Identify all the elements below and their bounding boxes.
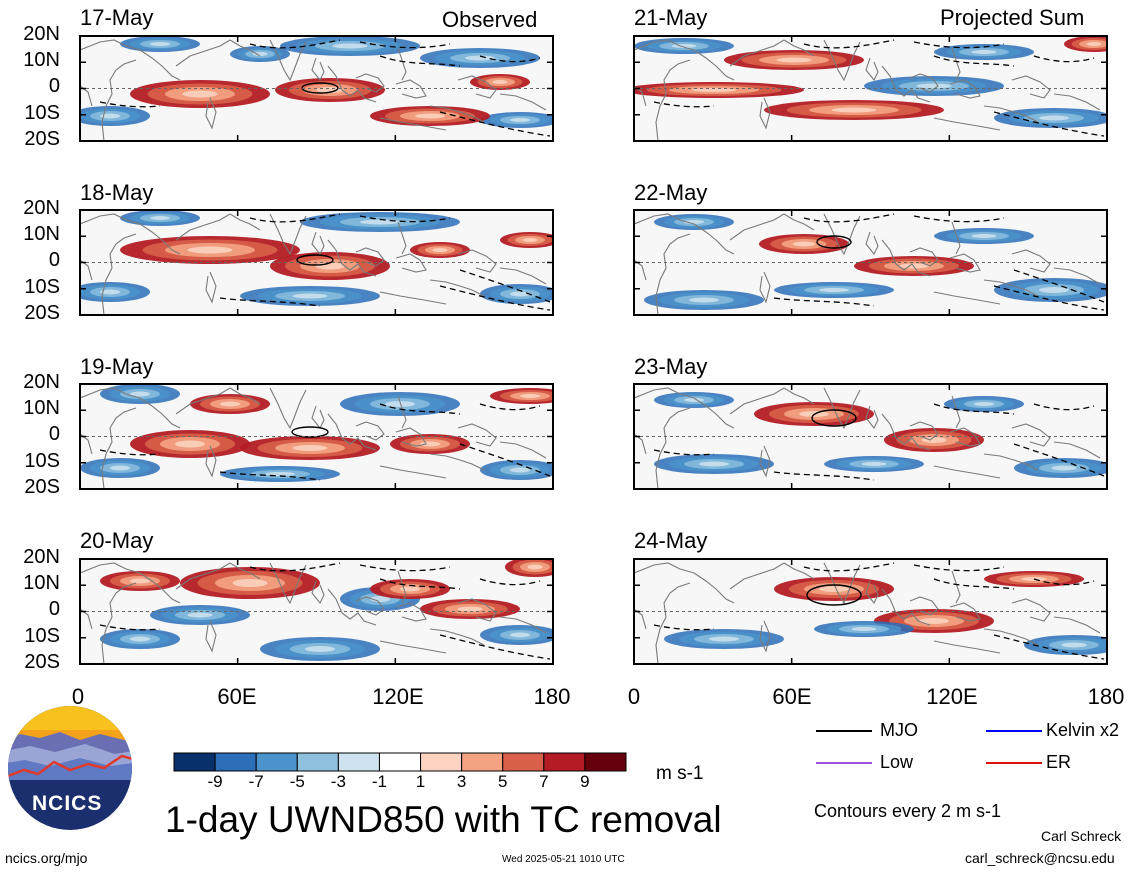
lat-label: 20S xyxy=(24,301,60,324)
map-panel xyxy=(79,383,554,490)
map-panel xyxy=(633,383,1108,490)
lat-label: 10N xyxy=(23,572,60,595)
colorbar-swatch xyxy=(296,752,339,772)
date-label: 22-May xyxy=(634,180,708,205)
map-panel xyxy=(79,35,554,142)
colorbar-units: m s-1 xyxy=(656,763,704,784)
date-label: 20-May xyxy=(80,528,154,553)
lat-label: 10S xyxy=(24,449,60,472)
projected-header: Projected Sum xyxy=(940,5,1085,30)
date-label: 17-May xyxy=(80,5,154,30)
date-label: 21-May xyxy=(634,5,708,30)
colorbar-tick-label: 3 xyxy=(456,772,467,791)
lat-label: 20S xyxy=(24,650,60,673)
lat-label: 20N xyxy=(23,23,60,45)
colorbar-tick-label: 7 xyxy=(539,772,549,791)
legend-er-label: ER xyxy=(1046,752,1072,772)
lat-label: 20S xyxy=(24,475,60,498)
map-panel xyxy=(633,209,1108,316)
lat-label: 0 xyxy=(48,75,60,98)
colorbar-swatch xyxy=(378,752,422,772)
map-panel xyxy=(79,558,554,665)
colorbar-tick-label: 9 xyxy=(580,772,590,791)
date-label: 24-May xyxy=(634,528,708,553)
footer-email: carl_schreck@ncsu.edu xyxy=(965,850,1115,866)
colorbar-swatch xyxy=(337,752,380,772)
lat-label: 20N xyxy=(23,197,60,219)
observed-header: Observed xyxy=(442,7,538,32)
map-panel xyxy=(79,209,554,316)
colorbar-tick-label: -7 xyxy=(248,772,264,791)
colorbar-tick-label: 5 xyxy=(497,772,508,791)
lat-label: 10N xyxy=(23,49,60,72)
colorbar-swatch xyxy=(420,752,463,772)
lat-label: 10S xyxy=(24,624,60,647)
footer-timestamp: Wed 2025-05-21 1010 UTC xyxy=(502,854,625,865)
lat-label: 20S xyxy=(24,127,60,150)
lon-label: 0 xyxy=(627,684,641,709)
legend-low-label: Low xyxy=(880,752,914,772)
lon-label: 120E xyxy=(372,684,424,709)
lat-label: 20N xyxy=(23,371,60,393)
date-label: 18-May xyxy=(80,180,154,205)
colorbar-tick-label: -5 xyxy=(289,772,305,791)
date-label: 23-May xyxy=(634,354,708,379)
lat-label: 10S xyxy=(24,101,60,124)
colorbar-tick-label: -1 xyxy=(371,772,388,791)
lat-label: 0 xyxy=(48,598,60,621)
lat-label: 0 xyxy=(48,423,60,446)
lon-label: 60E xyxy=(772,684,812,709)
logo-text: NCICS xyxy=(32,792,103,815)
footer-url: ncics.org/mjo xyxy=(5,850,88,866)
colorbar-swatch xyxy=(461,752,504,772)
footer-author: Carl Schreck xyxy=(1041,828,1122,844)
colorbar-tick-label: -9 xyxy=(207,772,223,791)
lat-label: 10N xyxy=(23,223,60,246)
colorbar-swatch xyxy=(584,752,627,772)
lon-label: 60E xyxy=(217,684,257,709)
lat-label: 20N xyxy=(23,546,60,568)
lat-label: 10S xyxy=(24,275,60,298)
colorbar-swatch xyxy=(502,752,545,772)
lat-label: 10N xyxy=(23,397,60,420)
map-panel xyxy=(633,558,1108,665)
legend-mjo-label: MJO xyxy=(880,720,918,740)
date-label: 19-May xyxy=(80,354,154,379)
legend-kelvin-label: Kelvin x2 xyxy=(1046,720,1120,740)
map-panel xyxy=(633,35,1108,142)
contour-note: Contours every 2 m s-1 xyxy=(814,801,1002,821)
colorbar-swatch xyxy=(214,752,257,772)
colorbar-swatch xyxy=(543,752,586,772)
lon-label: 0 xyxy=(71,684,85,709)
lon-label: 180 xyxy=(1087,684,1125,709)
colorbar-swatch xyxy=(173,752,216,772)
lon-label: 180 xyxy=(533,684,571,709)
lon-label: 120E xyxy=(926,684,978,709)
lat-label: 0 xyxy=(48,249,60,272)
colorbar-tick-label: -3 xyxy=(330,772,346,791)
figure-title: 1-day UWND850 with TC removal xyxy=(165,799,722,840)
colorbar-swatch xyxy=(255,752,298,772)
ncics-logo xyxy=(8,706,132,830)
colorbar-tick-label: 1 xyxy=(415,772,426,791)
